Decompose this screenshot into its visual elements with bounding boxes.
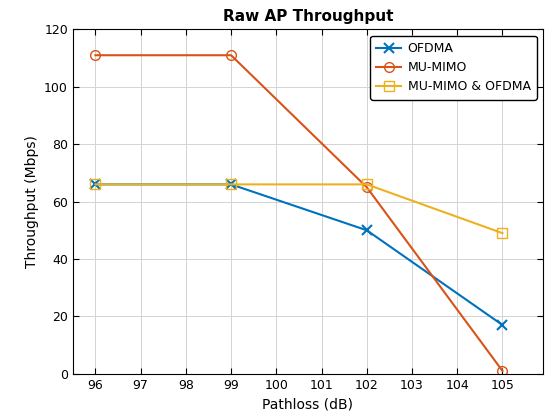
MU-MIMO <box>92 52 99 58</box>
MU-MIMO & OFDMA <box>363 182 370 187</box>
MU-MIMO <box>363 185 370 190</box>
MU-MIMO & OFDMA <box>92 182 99 187</box>
Y-axis label: Throughput (Mbps): Throughput (Mbps) <box>25 135 39 268</box>
MU-MIMO & OFDMA <box>228 182 235 187</box>
Line: MU-MIMO: MU-MIMO <box>91 50 507 376</box>
OFDMA <box>499 323 506 328</box>
Title: Raw AP Throughput: Raw AP Throughput <box>223 9 393 24</box>
Line: MU-MIMO & OFDMA: MU-MIMO & OFDMA <box>91 179 507 238</box>
OFDMA <box>92 182 99 187</box>
Line: OFDMA: OFDMA <box>91 179 507 330</box>
MU-MIMO <box>228 52 235 58</box>
OFDMA <box>363 228 370 233</box>
MU-MIMO <box>499 368 506 373</box>
Legend: OFDMA, MU-MIMO, MU-MIMO & OFDMA: OFDMA, MU-MIMO, MU-MIMO & OFDMA <box>370 36 537 100</box>
MU-MIMO & OFDMA <box>499 231 506 236</box>
OFDMA <box>228 182 235 187</box>
X-axis label: Pathloss (dB): Pathloss (dB) <box>263 397 353 411</box>
